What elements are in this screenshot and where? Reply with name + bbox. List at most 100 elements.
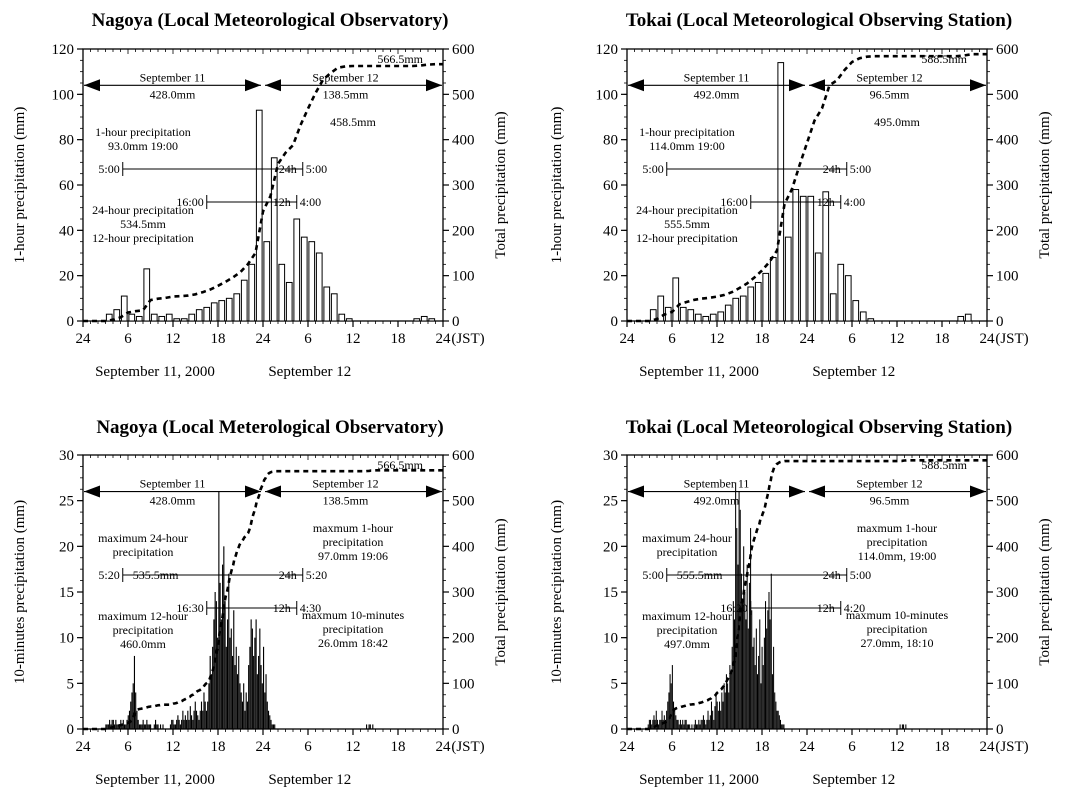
note-text: precipitation [657, 623, 718, 637]
interval-value: 555.5mm [677, 568, 723, 582]
bar [759, 619, 761, 729]
note-text: 24-hour precipitation [636, 203, 738, 217]
bar [264, 692, 266, 729]
bar [683, 724, 685, 729]
bar [724, 304, 732, 322]
y-tick-label: 80 [59, 133, 74, 149]
x-tick-label: 24 [256, 331, 272, 347]
bar [308, 241, 316, 322]
bar [123, 724, 126, 729]
bar [192, 719, 194, 729]
bar [230, 628, 232, 729]
bar [249, 646, 251, 729]
bar [743, 546, 745, 729]
bar [243, 683, 245, 729]
total-label: 566.5mm [377, 52, 423, 66]
bar [702, 715, 704, 729]
bar [274, 724, 276, 729]
span-arrowhead [245, 485, 261, 498]
y-tick-label: 25 [59, 494, 74, 510]
y2-tick-label: 200 [452, 223, 475, 239]
y-axis-label: 1-hour precipitation (mm) [12, 107, 28, 264]
bar [420, 315, 428, 322]
bar [766, 628, 768, 729]
chart-title: Tokai (Local Meteorological Observing St… [626, 10, 1012, 31]
interval-start: 5:20 [98, 568, 119, 582]
note-text: maximum 24-hour [98, 531, 188, 545]
bar [195, 309, 203, 322]
span-label: September 11 [684, 477, 750, 491]
bar [179, 724, 181, 729]
total-label: 588.5mm [921, 52, 967, 66]
bar [689, 724, 691, 729]
bar [155, 719, 157, 729]
bar [138, 724, 140, 729]
bar [186, 719, 188, 729]
y-tick-label: 5 [611, 676, 619, 692]
interval-start: 16:00 [720, 195, 747, 209]
bar [687, 724, 689, 729]
bar [125, 724, 127, 729]
bar [368, 724, 370, 729]
bar [782, 724, 784, 729]
bar [251, 628, 253, 729]
bar [754, 281, 762, 322]
bar [265, 674, 267, 729]
bar [694, 313, 702, 322]
bar [109, 719, 111, 729]
interval-mid: 12h [817, 195, 835, 209]
x-tick-label: 24 [800, 739, 816, 755]
bar [730, 674, 732, 729]
bar [717, 710, 719, 729]
note-text: maxmum 10-minutes [302, 608, 405, 622]
bar [844, 275, 852, 322]
bar [768, 592, 770, 729]
bar [705, 724, 707, 729]
bar [704, 719, 706, 729]
bar [272, 724, 275, 729]
span-arrowhead [809, 79, 825, 92]
bar [769, 619, 771, 729]
bar [783, 724, 785, 729]
y2-tick-label: 600 [452, 448, 475, 464]
bar [799, 195, 807, 322]
x-tick-label: 12 [890, 739, 905, 755]
note-text: 26.0mm 18:42 [318, 636, 388, 650]
span-label: September 11 [140, 477, 206, 491]
bar [225, 297, 233, 322]
span-arrowhead [628, 79, 644, 92]
bar [234, 665, 236, 729]
bar [263, 646, 265, 729]
x-tick-label: 24 [620, 331, 636, 347]
interval-mid: 24h [279, 568, 297, 582]
cumulative-line [627, 459, 987, 731]
x-tick-label: 24 [436, 331, 452, 347]
bar [679, 306, 687, 322]
chart-panel-tokai-hourly: Tokai (Local Meteorological Observing St… [537, 0, 1074, 398]
y2-tick-label: 100 [452, 269, 475, 285]
bar [727, 683, 729, 729]
bar [345, 318, 353, 322]
x-tick-label: 12 [166, 739, 181, 755]
y-tick-label: 10 [59, 631, 74, 647]
x-unit-label: (JST) [451, 331, 484, 347]
x-tick-label: 18 [755, 331, 770, 347]
bar [135, 692, 137, 729]
bar [649, 309, 657, 322]
x-tick-label: 18 [211, 739, 226, 755]
bar [260, 665, 262, 729]
bar [183, 719, 185, 729]
interval-end: 4:20 [844, 601, 865, 615]
bar [769, 257, 777, 322]
bar [676, 719, 678, 729]
bar [203, 692, 205, 729]
x-tick-label: 12 [710, 739, 725, 755]
bar [758, 655, 760, 729]
bar [720, 710, 722, 729]
bar [667, 701, 669, 729]
bar [189, 706, 191, 729]
bar [792, 189, 800, 322]
x-tick-label: 24 [800, 331, 816, 347]
x-tick-label: 18 [755, 739, 770, 755]
bar [133, 655, 136, 729]
